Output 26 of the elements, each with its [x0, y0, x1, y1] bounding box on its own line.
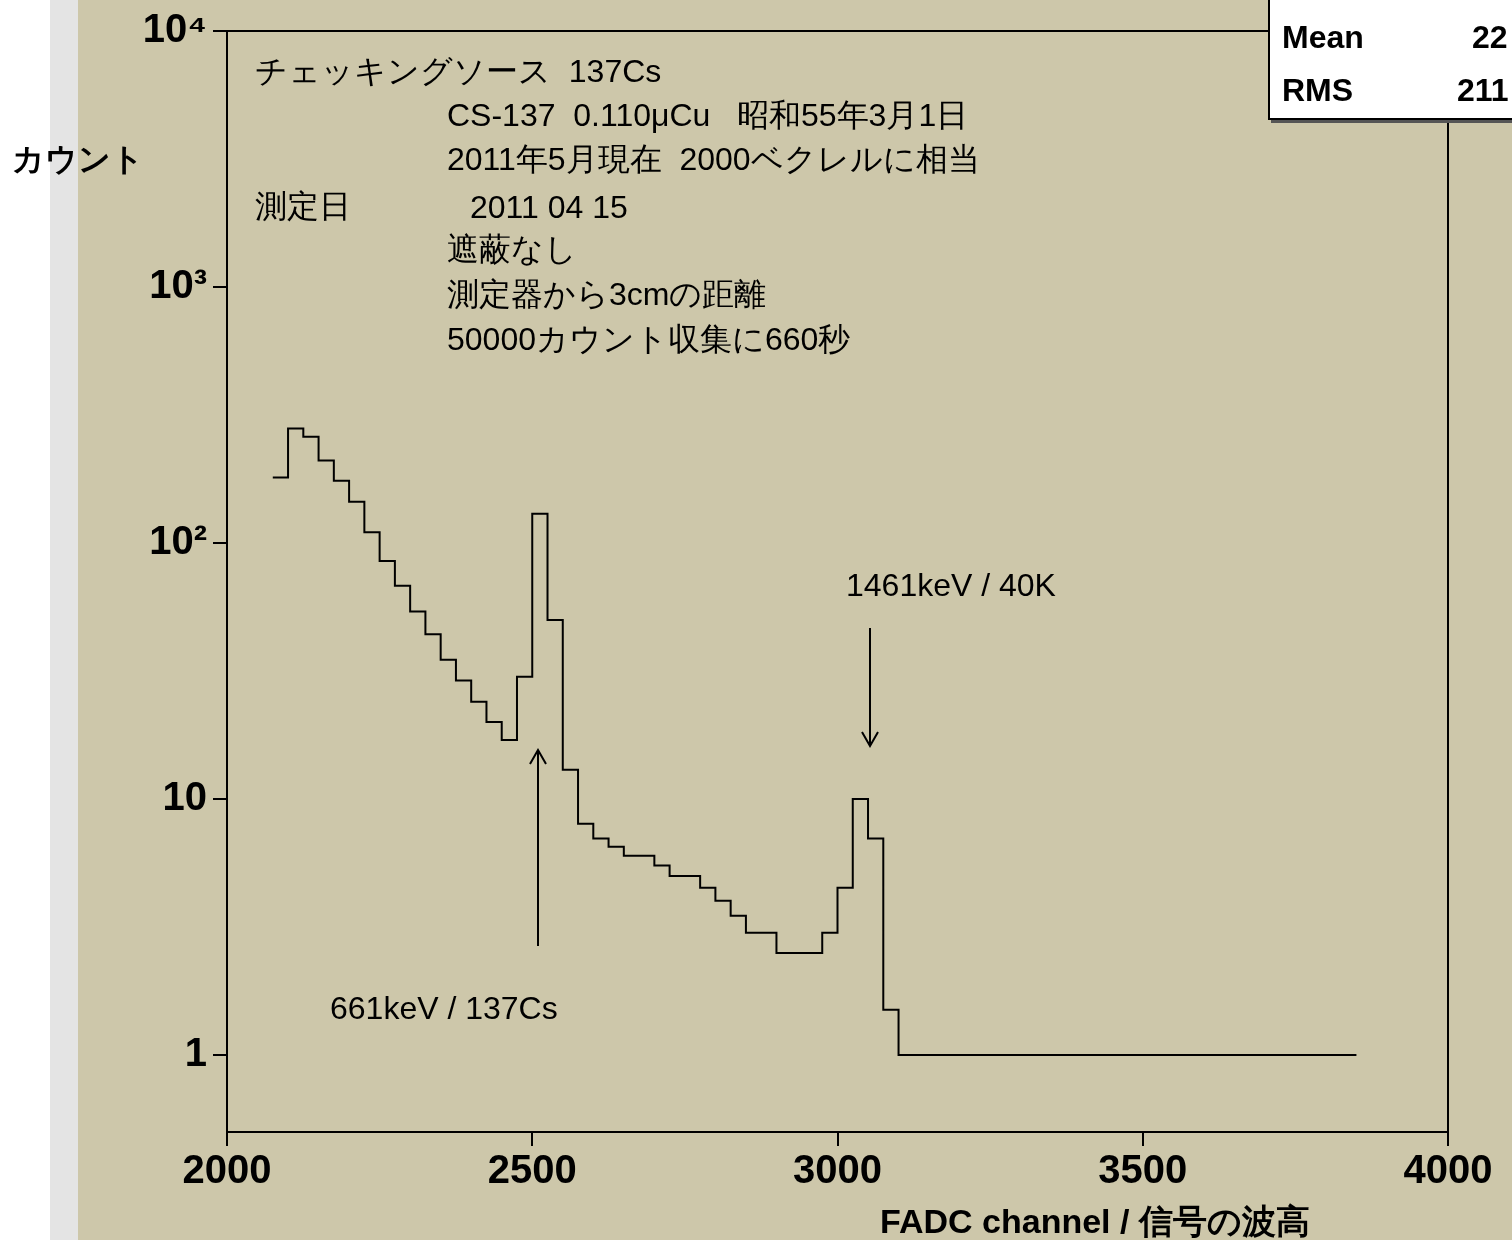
x-tick-label: 2000: [182, 1147, 272, 1192]
annotation: チェッキングソース 137Cs: [255, 52, 662, 91]
annotation: 遮蔽なし: [447, 230, 577, 269]
y-tick-label: 10³: [149, 262, 207, 307]
annotation: 測定日: [255, 187, 351, 226]
y-tick-label: 10: [162, 773, 207, 818]
annotation: CS-137 0.110μCu 昭和55年3月1日: [447, 96, 969, 135]
x-tick-label: 4000: [1403, 1147, 1493, 1192]
x-tick-label: 2500: [487, 1147, 577, 1192]
x-tick-label: 3000: [793, 1147, 882, 1192]
text: 211: [1457, 71, 1509, 109]
annotation: 2011 04 15: [470, 188, 628, 226]
x-tick-label: 3500: [1098, 1147, 1188, 1192]
y-axis-title: カウント: [12, 140, 144, 179]
y-tick-label: 1: [184, 1029, 207, 1074]
annotation: 50000カウント収集に660秒: [447, 320, 851, 359]
text: 22: [1472, 18, 1508, 56]
y-tick-label: 10²: [149, 518, 207, 562]
annotation: Mean: [1282, 18, 1364, 56]
x-axis-title: FADC channel / 信号の波高: [880, 1201, 1310, 1240]
annotation: RMS: [1282, 71, 1354, 109]
annotation: 661keV / 137Cs: [330, 989, 558, 1027]
annotation: 1461keV / 40K: [846, 566, 1056, 604]
annotation: 2011年5月現在 2000ベクレルに相当: [447, 140, 980, 179]
y-tick-label: 10⁴: [142, 6, 207, 51]
annotation: 測定器から3cmの距離: [447, 275, 767, 314]
